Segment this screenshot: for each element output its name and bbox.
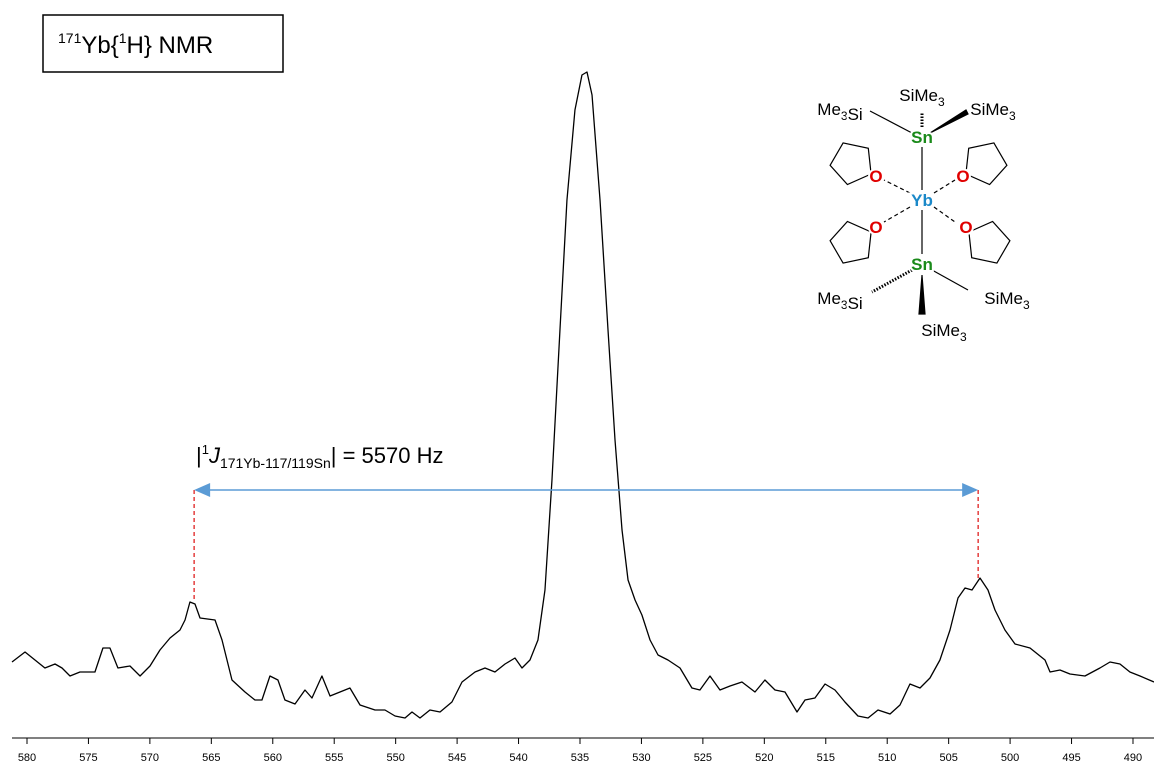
bond bbox=[883, 179, 911, 194]
chart-title: 171Yb{1H} NMR bbox=[58, 30, 213, 59]
spectrum-line bbox=[11, 71, 1154, 719]
atom-part: 3 bbox=[1023, 298, 1030, 312]
atom-label: SiMe3 bbox=[899, 86, 945, 109]
x-tick-label: 540 bbox=[509, 752, 527, 764]
x-tick-label: 500 bbox=[1001, 752, 1019, 764]
x-tick-label: 520 bbox=[755, 752, 773, 764]
atom-part: Me bbox=[817, 100, 841, 119]
atom-label: O bbox=[869, 167, 882, 186]
coupling-label: |1J171Yb-117/119Sn| = 5570 Hz bbox=[196, 442, 443, 471]
bond bbox=[871, 268, 913, 294]
atom-part: Si bbox=[848, 105, 863, 124]
x-tick-label: 550 bbox=[386, 752, 404, 764]
atom-label: Yb bbox=[911, 191, 933, 210]
title-sup: 171 bbox=[58, 30, 82, 46]
thf-ring bbox=[829, 220, 872, 264]
atom-part: O bbox=[869, 167, 882, 186]
x-tick-label: 580 bbox=[18, 752, 36, 764]
arrow-head bbox=[962, 483, 979, 497]
atom-part: SiMe bbox=[984, 289, 1023, 308]
label-part: | bbox=[196, 443, 202, 468]
atom-part: O bbox=[959, 218, 972, 237]
atom-label: O bbox=[959, 218, 972, 237]
arrow-head bbox=[194, 483, 211, 497]
label-italic: J bbox=[208, 443, 221, 468]
x-tick-label: 530 bbox=[632, 752, 650, 764]
x-tick-label: 570 bbox=[141, 752, 159, 764]
bond bbox=[933, 179, 956, 194]
atom-part: SiMe bbox=[970, 100, 1009, 119]
atom-part: 3 bbox=[841, 298, 848, 312]
bond bbox=[918, 274, 926, 315]
x-tick-label: 505 bbox=[939, 752, 957, 764]
bond bbox=[883, 206, 911, 223]
atom-label: Me3Si bbox=[817, 100, 862, 124]
x-tick-label: 515 bbox=[817, 752, 835, 764]
thf-ring bbox=[965, 142, 1008, 186]
atom-part: O bbox=[869, 218, 882, 237]
thf-ring bbox=[829, 142, 872, 186]
thf-ring bbox=[968, 220, 1011, 264]
atom-part: Sn bbox=[911, 255, 933, 274]
x-tick-label: 495 bbox=[1062, 752, 1080, 764]
x-tick-label: 575 bbox=[79, 752, 97, 764]
label-sup: 1 bbox=[202, 442, 209, 457]
bond bbox=[869, 110, 913, 134]
atom-part: Sn bbox=[911, 128, 933, 147]
atom-part: Si bbox=[848, 294, 863, 313]
atom-part: 3 bbox=[1009, 109, 1016, 123]
x-tick-label: 535 bbox=[571, 752, 589, 764]
atom-label: O bbox=[956, 167, 969, 186]
label-sub: 171Yb-117/119Sn bbox=[220, 455, 331, 471]
atom-part: 3 bbox=[841, 109, 848, 123]
bond bbox=[933, 206, 956, 223]
structure bbox=[829, 109, 1011, 315]
atom-label: SiMe3 bbox=[921, 321, 967, 344]
label-part: | = 5570 Hz bbox=[331, 443, 444, 468]
bond bbox=[929, 109, 969, 134]
atom-part: SiMe bbox=[921, 321, 960, 340]
atom-part: 3 bbox=[960, 330, 967, 344]
atom-label: SiMe3 bbox=[984, 289, 1030, 312]
atom-part: O bbox=[956, 167, 969, 186]
atom-part: SiMe bbox=[899, 86, 938, 105]
atom-label: Sn bbox=[911, 128, 933, 147]
title-text: Yb{ bbox=[81, 32, 118, 59]
x-tick-label: 510 bbox=[878, 752, 896, 764]
atom-label: Sn bbox=[911, 255, 933, 274]
x-tick-label: 565 bbox=[202, 752, 220, 764]
x-tick-label: 555 bbox=[325, 752, 343, 764]
x-tick-label: 560 bbox=[264, 752, 282, 764]
bond bbox=[931, 269, 969, 291]
x-tick-label: 490 bbox=[1124, 752, 1142, 764]
title-box bbox=[42, 14, 284, 73]
x-tick-label: 545 bbox=[448, 752, 466, 764]
title-sup: 1 bbox=[119, 30, 127, 46]
atom-label: O bbox=[869, 218, 882, 237]
atom-part: 3 bbox=[938, 95, 945, 109]
atom-part: Me bbox=[817, 289, 841, 308]
atom-label: SiMe3 bbox=[970, 100, 1016, 123]
atom-label: Me3Si bbox=[817, 289, 862, 313]
title-text: H} NMR bbox=[127, 32, 214, 59]
atom-part: Yb bbox=[911, 191, 933, 210]
x-tick-label: 525 bbox=[694, 752, 712, 764]
